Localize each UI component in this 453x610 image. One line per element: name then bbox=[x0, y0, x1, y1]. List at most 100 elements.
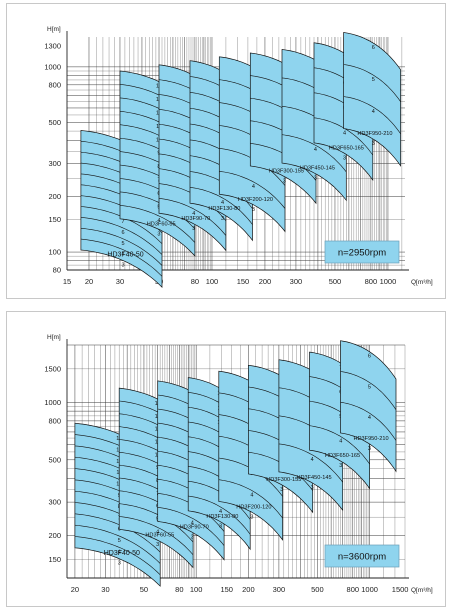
stage-label: 3 bbox=[192, 226, 195, 232]
y-tick-label: 300 bbox=[48, 498, 61, 507]
stage-label: 3 bbox=[122, 263, 125, 269]
stage-label: 3 bbox=[191, 534, 194, 540]
y-tick-label: 150 bbox=[48, 215, 61, 224]
model-label: HD3F40-50 bbox=[104, 550, 140, 557]
performance-chart-3600rpm: 20 30 50 80 100 150 200 300 500 800 1000 1500 150 200… bbox=[6, 311, 446, 607]
y-tick-label: 1000 bbox=[44, 398, 61, 407]
y-tick-labels: 150 200 300 500 800 1000 1500 bbox=[44, 364, 61, 564]
pump-area-fill bbox=[343, 32, 401, 167]
model-label: HD3F950-210 bbox=[353, 436, 388, 442]
pump-area-fill bbox=[340, 340, 397, 473]
stage-label: 3 bbox=[252, 207, 255, 213]
x-tick-label: 300 bbox=[290, 277, 303, 286]
model-label: HD3F130-80 bbox=[206, 514, 238, 520]
x-tick-labels: 20 30 50 80 100 150 200 300 500 800 1000 1500 bbox=[71, 585, 409, 594]
stage-label: 3 bbox=[368, 446, 371, 452]
stage-label: 7 bbox=[122, 219, 125, 225]
stage-label: 4 bbox=[339, 439, 342, 445]
stage-curve bbox=[281, 134, 347, 173]
stage-label: 4 bbox=[368, 415, 371, 421]
y-tick-label: 500 bbox=[48, 118, 61, 127]
stage-label: 4 bbox=[372, 109, 375, 115]
x-tick-label: 1000 bbox=[361, 585, 378, 594]
model-label: HD3F300-155 bbox=[269, 169, 304, 175]
stage-label: 3 bbox=[219, 524, 222, 530]
stage-curve bbox=[80, 228, 163, 266]
stage-curve bbox=[278, 443, 343, 483]
model-label: HD3F300-155 bbox=[266, 477, 301, 483]
model-label: HD3F90-70 bbox=[180, 524, 209, 530]
x-tick-label: 20 bbox=[85, 277, 93, 286]
x-tick-label: 80 bbox=[191, 277, 199, 286]
y-tick-label: 800 bbox=[48, 416, 61, 425]
x-tick-label: 1000 bbox=[380, 277, 397, 286]
x-tick-label: 800 bbox=[347, 585, 360, 594]
model-label: HD3F40-50 bbox=[107, 252, 143, 259]
y-axis-title: H[m] bbox=[47, 26, 61, 33]
x-tick-label: 1500 bbox=[392, 585, 409, 594]
stage-curve bbox=[343, 96, 401, 134]
model-label: HD3F950-210 bbox=[357, 131, 392, 137]
stage-label: 3 bbox=[280, 487, 283, 493]
stage-label: 5 bbox=[372, 77, 375, 83]
x-tick-label: 500 bbox=[311, 585, 324, 594]
stage-curve bbox=[80, 217, 163, 255]
stage-curve bbox=[80, 238, 163, 277]
x-tick-label: 30 bbox=[101, 585, 109, 594]
model-label: HD3F650-165 bbox=[329, 146, 364, 152]
model-label: HD3F200-120 bbox=[236, 504, 271, 510]
stage-label: 3 bbox=[339, 463, 342, 469]
stage-label: 5 bbox=[118, 538, 121, 544]
model-label: HD3F200-120 bbox=[238, 197, 273, 203]
y-tick-label: 200 bbox=[48, 531, 61, 540]
model-label: HD3F450-145 bbox=[300, 166, 335, 172]
x-tick-label: 200 bbox=[259, 277, 272, 286]
chart-svg-3600rpm: 20 30 50 80 100 150 200 300 500 800 1000 1500150200… bbox=[44, 334, 433, 594]
speed-label-text: n=3600rpm bbox=[338, 552, 386, 563]
stage-label: 6 bbox=[372, 45, 375, 51]
stage-curve bbox=[189, 187, 253, 225]
stage-label: 3 bbox=[157, 231, 160, 237]
stage-curve bbox=[119, 503, 194, 543]
y-tick-label: 300 bbox=[48, 159, 61, 168]
speed-label-box bbox=[324, 240, 400, 264]
stage-label: 3 bbox=[343, 155, 346, 161]
speed-label-box bbox=[324, 544, 400, 568]
stage-label: 4 bbox=[156, 529, 159, 535]
y-tick-label: 150 bbox=[48, 555, 61, 564]
x-tick-label: 800 bbox=[365, 277, 378, 286]
x-tick-label: 30 bbox=[116, 277, 124, 286]
y-tick-label: 800 bbox=[48, 80, 61, 89]
stage-label: 4 bbox=[343, 130, 346, 136]
performance-chart-2950rpm: 1520305080100150200300500800100080100150… bbox=[6, 3, 446, 299]
y-tick-label: 500 bbox=[48, 455, 61, 464]
speed-label-text: n=2950rpm bbox=[338, 248, 386, 259]
x-axis-title: Q[m³/h] bbox=[411, 279, 433, 286]
stage-label: 4 bbox=[311, 457, 314, 463]
x-tick-label: 50 bbox=[140, 585, 148, 594]
x-tick-label: 150 bbox=[237, 277, 250, 286]
stage-curve bbox=[309, 425, 370, 465]
y-tick-label: 1500 bbox=[44, 364, 61, 373]
x-tick-labels: 15203050801001502003005008001000 bbox=[63, 277, 396, 286]
x-tick-label: 15 bbox=[63, 277, 71, 286]
model-label: HD3F90-70 bbox=[181, 216, 210, 222]
x-tick-label: 500 bbox=[329, 277, 342, 286]
stage-curve bbox=[219, 171, 286, 209]
x-tick-label: 300 bbox=[273, 585, 286, 594]
stage-label: 6 bbox=[118, 527, 121, 533]
y-tick-label: 80 bbox=[53, 266, 61, 275]
stage-curve bbox=[158, 198, 227, 236]
stage-curve bbox=[74, 513, 161, 553]
stage-curve bbox=[188, 495, 251, 535]
chart-svg-2950rpm: 1520305080100150200300500800100080100150… bbox=[44, 26, 433, 289]
stage-label: 3 bbox=[314, 176, 317, 182]
y-tick-label: 200 bbox=[48, 192, 61, 201]
y-axis-title: H[m] bbox=[47, 334, 61, 341]
stage-curve bbox=[74, 536, 161, 576]
stage-curve bbox=[340, 401, 397, 441]
y-tick-label: 100 bbox=[48, 248, 61, 257]
stage-label: 3 bbox=[372, 141, 375, 147]
model-label: HD3F60-55 bbox=[145, 532, 174, 538]
